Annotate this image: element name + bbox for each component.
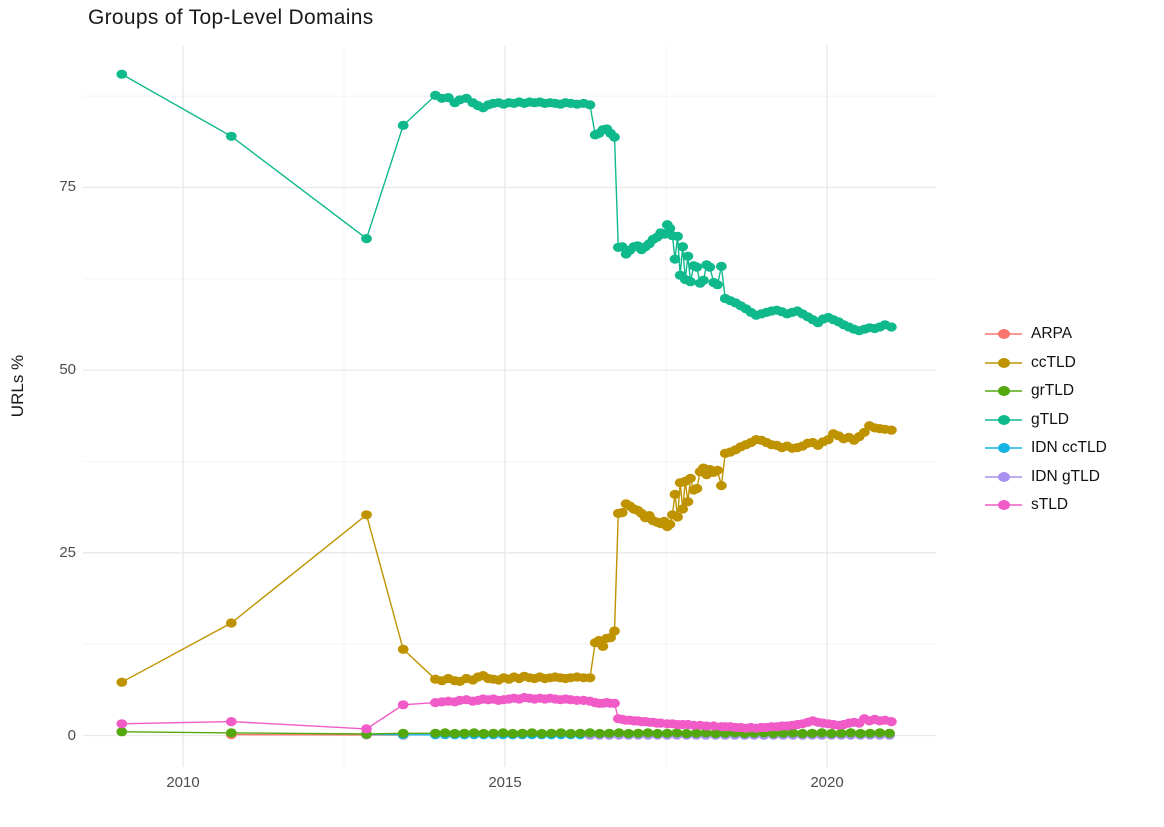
y-tick-label-25: 25 <box>59 544 76 561</box>
legend-key-icon <box>985 442 1022 454</box>
legend-label: grTLD <box>1031 382 1075 400</box>
gridlines <box>83 45 936 767</box>
legend-key-icon <box>985 414 1022 426</box>
series-ccTLD <box>116 421 897 687</box>
point-dot-icon <box>998 357 1010 368</box>
x-tick-label-2010: 2010 <box>166 774 200 791</box>
legend-label: ARPA <box>1031 325 1073 343</box>
point-dot-icon <box>998 500 1010 511</box>
legend-item-idn-cctld: IDN ccTLD <box>985 434 1107 463</box>
legend-item-cctld: ccTLD <box>985 349 1107 378</box>
legend-key-icon <box>985 499 1022 511</box>
chart-title: Groups of Top-Level Domains <box>88 6 374 29</box>
y-axis-title: URLs % <box>8 354 27 418</box>
legend-key-icon <box>985 357 1022 369</box>
series-sTLD <box>116 692 897 734</box>
point-dot-icon <box>998 414 1010 425</box>
series-grTLD <box>116 727 895 739</box>
y-tick-label-0: 0 <box>67 727 76 744</box>
point-dot-icon <box>998 443 1010 454</box>
legend-label: sTLD <box>1031 496 1069 514</box>
legend-item-arpa: ARPA <box>985 320 1107 349</box>
x-tick-label-2020: 2020 <box>810 774 844 791</box>
series-gTLD <box>116 69 897 336</box>
legend: ARPA ccTLD grTLD gTLD IDN ccTLD IDN gTLD… <box>985 320 1107 520</box>
legend-item-grtld: grTLD <box>985 377 1107 406</box>
y-tick-label-50: 50 <box>59 361 76 378</box>
y-tick-label-75: 75 <box>59 178 76 195</box>
point-dot-icon <box>998 386 1010 397</box>
point-dot-icon <box>998 329 1010 340</box>
legend-label: IDN gTLD <box>1031 467 1100 485</box>
point-dot-icon <box>998 471 1010 482</box>
legend-key-icon <box>985 328 1022 340</box>
legend-key-icon <box>985 385 1022 397</box>
legend-item-gtld: gTLD <box>985 406 1107 435</box>
legend-label: IDN ccTLD <box>1031 439 1107 457</box>
legend-label: ccTLD <box>1031 353 1076 371</box>
legend-item-stld: sTLD <box>985 491 1107 520</box>
legend-label: gTLD <box>1031 410 1069 428</box>
legend-item-idn-gtld: IDN gTLD <box>985 463 1107 492</box>
x-tick-label-2015: 2015 <box>488 774 522 791</box>
legend-key-icon <box>985 471 1022 483</box>
